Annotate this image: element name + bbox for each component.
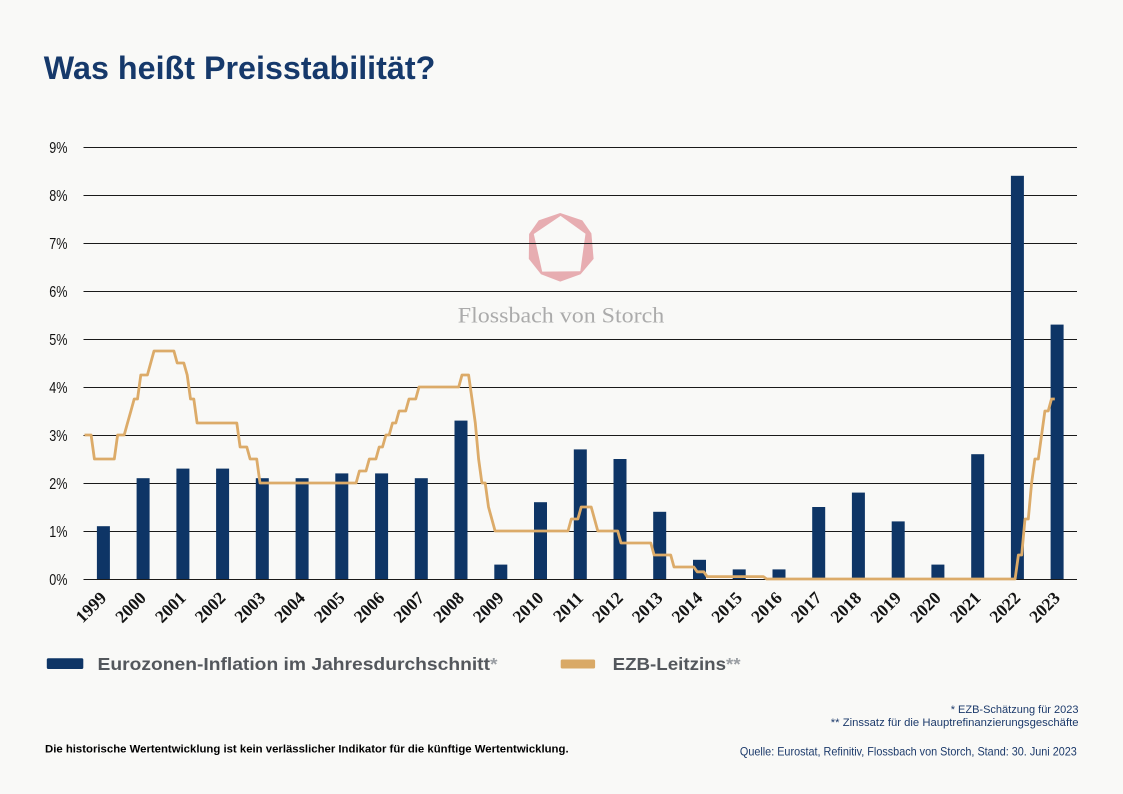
- svg-text:Eurozonen-Inflation im Jahresd: Eurozonen-Inflation im Jahresdurchschnit…: [98, 654, 498, 674]
- svg-text:** Zinssatz für die Hauptrefin: ** Zinssatz für die Hauptrefinanzierungs…: [831, 717, 1079, 729]
- svg-text:2016: 2016: [747, 588, 786, 627]
- svg-text:2%: 2%: [49, 476, 67, 493]
- svg-text:2023: 2023: [1025, 588, 1064, 627]
- svg-text:Quelle: Eurostat, Refinitiv, F: Quelle: Eurostat, Refinitiv, Flossbach v…: [740, 745, 1077, 759]
- svg-text:2014: 2014: [667, 588, 706, 627]
- svg-text:2010: 2010: [508, 588, 547, 627]
- svg-text:2020: 2020: [906, 588, 945, 627]
- svg-text:2003: 2003: [230, 588, 269, 627]
- svg-text:Die historische Wertentwicklun: Die historische Wertentwicklung ist kein…: [45, 744, 569, 756]
- svg-text:1999: 1999: [71, 588, 110, 627]
- svg-text:2009: 2009: [469, 588, 508, 627]
- svg-text:Flossbach von Storch: Flossbach von Storch: [458, 303, 665, 328]
- svg-text:2004: 2004: [270, 588, 309, 627]
- svg-text:2008: 2008: [429, 588, 468, 627]
- svg-text:2017: 2017: [787, 588, 826, 627]
- svg-text:9%: 9%: [49, 140, 67, 157]
- svg-text:2015: 2015: [707, 588, 746, 627]
- svg-text:2002: 2002: [191, 588, 230, 627]
- svg-text:2012: 2012: [588, 588, 627, 627]
- svg-text:2005: 2005: [310, 588, 349, 627]
- svg-text:1%: 1%: [49, 524, 67, 541]
- svg-text:8%: 8%: [49, 188, 67, 205]
- svg-text:6%: 6%: [49, 284, 67, 301]
- svg-text:EZB-Leitzins**: EZB-Leitzins **: [613, 654, 741, 674]
- svg-text:2021: 2021: [946, 588, 985, 627]
- svg-text:2019: 2019: [866, 588, 905, 627]
- svg-text:2013: 2013: [628, 588, 667, 627]
- svg-text:* EZB-Schätzung für 2023: * EZB-Schätzung für 2023: [951, 704, 1079, 716]
- svg-text:Was heißt Preisstabilität?: Was heißt Preisstabilität?: [44, 50, 436, 86]
- svg-text:2007: 2007: [389, 588, 428, 627]
- svg-text:2011: 2011: [549, 588, 587, 626]
- svg-text:2006: 2006: [350, 588, 389, 627]
- svg-text:2022: 2022: [985, 588, 1024, 627]
- svg-text:7%: 7%: [49, 236, 67, 253]
- svg-text:2018: 2018: [826, 588, 865, 627]
- svg-text:2001: 2001: [151, 588, 190, 627]
- svg-text:2000: 2000: [111, 588, 150, 627]
- svg-text:5%: 5%: [49, 332, 67, 349]
- svg-text:3%: 3%: [49, 428, 67, 445]
- svg-text:0%: 0%: [49, 572, 67, 589]
- svg-text:4%: 4%: [49, 380, 67, 397]
